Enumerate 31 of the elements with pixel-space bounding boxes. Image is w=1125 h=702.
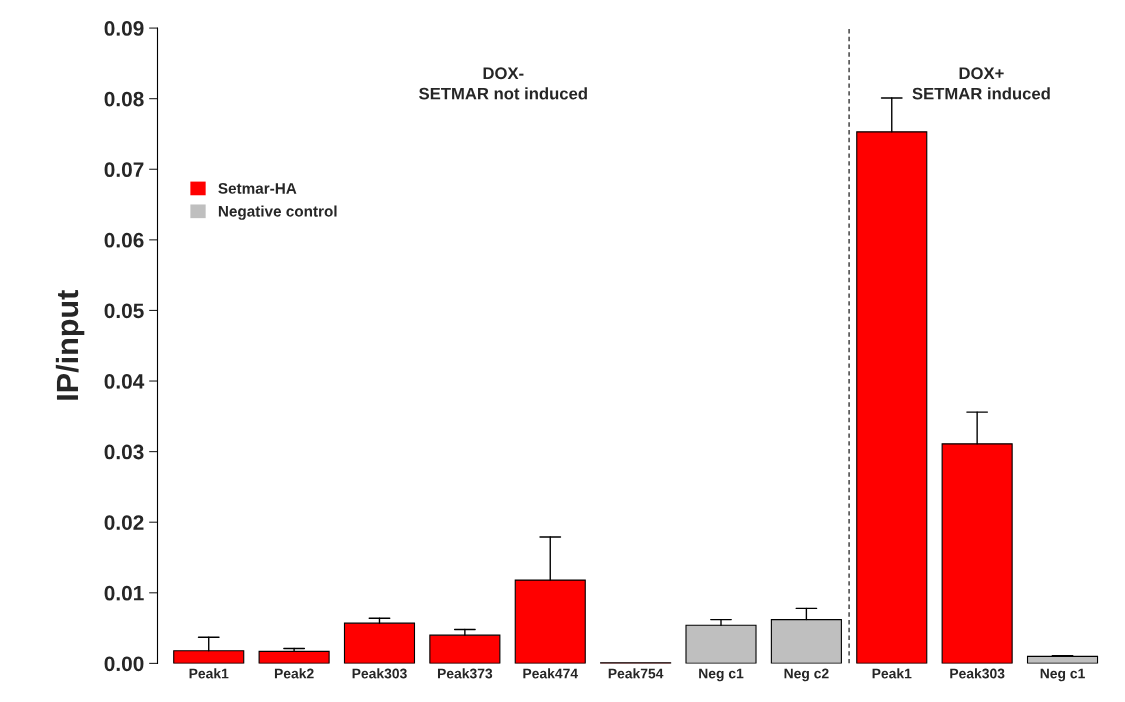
x-tick-label: Neg c2 <box>784 668 829 682</box>
bar <box>429 634 501 664</box>
x-tick-label: Peak474 <box>523 668 578 679</box>
annotation: DOX- SETMAR not induced <box>419 67 587 100</box>
bar <box>1026 655 1099 664</box>
y-tick-label: 0.09 <box>104 21 144 36</box>
x-tick-label: Peak373 <box>437 668 493 679</box>
y-tick-label: 0.05 <box>104 303 144 319</box>
x-tick-label: Peak1 <box>189 668 229 679</box>
x-tick-label: Peak754 <box>608 668 664 679</box>
x-tick-label: Peak1 <box>872 668 912 679</box>
y-tick-label: 0.08 <box>104 91 144 107</box>
x-tick-label: Neg c1 <box>699 668 744 682</box>
x-tick-label: Peak303 <box>950 668 1005 679</box>
x-tick-label: Neg c1 <box>1040 668 1085 682</box>
y-tick-label: 0.07 <box>104 162 144 178</box>
y-tick-label: 0.02 <box>104 515 144 530</box>
bar <box>258 650 330 664</box>
y-tick-label: 0.01 <box>104 585 144 601</box>
y-tick-label: 0.00 <box>104 656 144 672</box>
legend-label: Setmar-HA <box>218 183 297 194</box>
y-tick-label: 0.06 <box>104 232 144 248</box>
y-tick-label: 0.04 <box>104 374 145 389</box>
x-tick-label: Peak2 <box>274 668 314 679</box>
y-axis-title: IP/input <box>55 290 85 400</box>
x-tick-label: Peak303 <box>352 668 407 679</box>
bar <box>343 622 416 664</box>
legend-label: Negative control <box>218 205 337 220</box>
annotation: DOX+ SETMAR induced <box>912 67 1050 100</box>
bar <box>685 624 757 664</box>
y-tick-label: 0.03 <box>104 444 144 460</box>
